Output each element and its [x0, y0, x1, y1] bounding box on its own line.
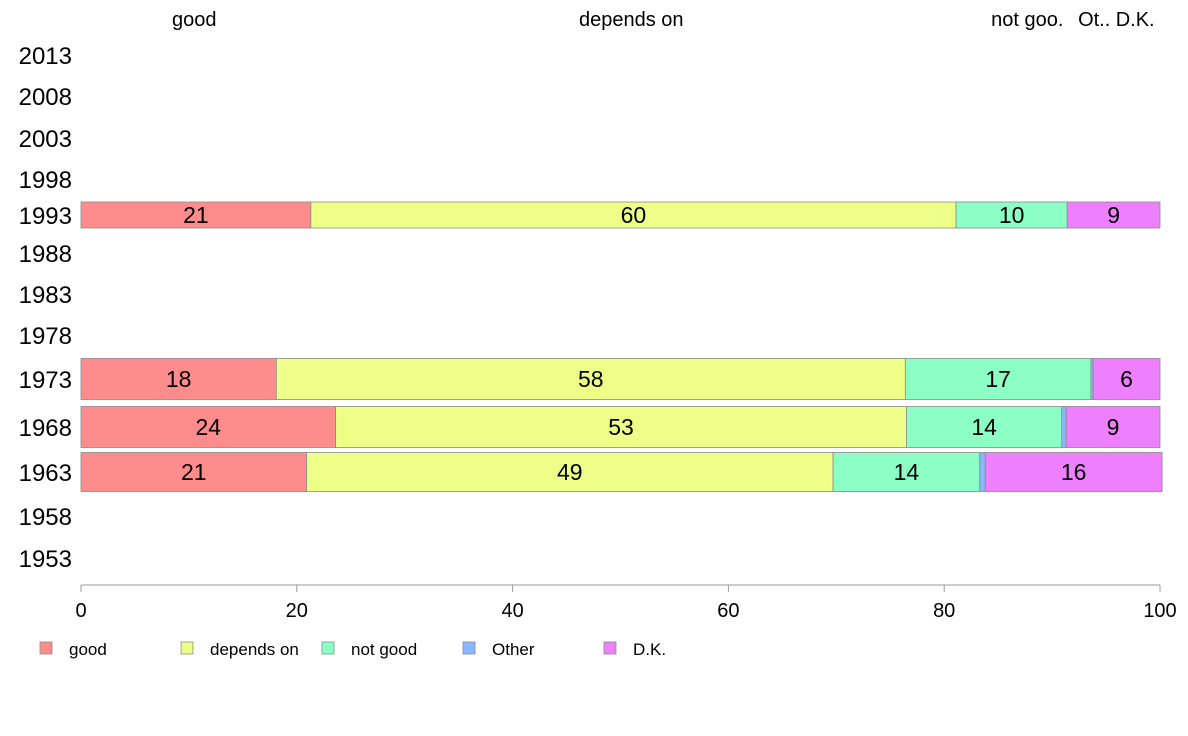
- top-label: Ot..: [1078, 9, 1110, 31]
- legend-swatch: [603, 641, 617, 655]
- top-label: D.K.: [1116, 9, 1155, 31]
- legend-label: not good: [351, 640, 417, 659]
- bar-segment: [275, 358, 906, 400]
- top-labels: good depends on not goo. Ot.. D.K.: [172, 9, 1155, 31]
- bar-segment: [306, 452, 834, 492]
- data-label: 14: [894, 459, 920, 485]
- legend-swatch: [180, 641, 194, 655]
- y-tick-label: 1973: [19, 367, 72, 394]
- data-label: 6: [1120, 366, 1133, 392]
- x-tick-label: 80: [933, 600, 955, 622]
- data-label: 9: [1107, 202, 1120, 228]
- y-tick-label: 1988: [19, 241, 72, 268]
- bars: 21 60 10 9 18 58 17 6 24 53 14 9 21 49 14 16: [80, 201, 1163, 492]
- bar-segment: [335, 406, 907, 448]
- bar-segment: [906, 406, 1063, 448]
- bar-segment: [1061, 406, 1067, 448]
- y-tick-label: 2003: [19, 126, 72, 153]
- bar-segment: [80, 452, 307, 492]
- data-label: 21: [181, 459, 207, 485]
- y-tick-labels: 2013 2008 2003 1998 1993 1988 1983 1978 1973 1968…: [19, 43, 72, 573]
- data-label: 21: [183, 202, 209, 228]
- bar-segment: [1066, 201, 1161, 229]
- y-tick-label: 1983: [19, 282, 72, 309]
- bar-segment: [979, 452, 986, 492]
- top-label: depends on: [579, 9, 684, 31]
- x-tick-label: 20: [286, 600, 308, 622]
- x-axis: 0 20 40 60 80 100: [75, 584, 1177, 622]
- data-label: 53: [608, 414, 634, 440]
- data-label: 18: [166, 366, 192, 392]
- y-tick-label: 1958: [19, 504, 72, 531]
- bar-segment: [984, 452, 1163, 492]
- x-tick-label: 40: [501, 600, 523, 622]
- bar-segment: [832, 452, 981, 492]
- y-tick-label: 2013: [19, 43, 72, 70]
- data-label: 24: [196, 414, 222, 440]
- bar-segment: [955, 201, 1068, 229]
- legend-label: depends on: [210, 640, 299, 659]
- legend-label: good: [69, 640, 107, 659]
- x-tick-label: 0: [75, 600, 86, 622]
- top-label: good: [172, 9, 217, 31]
- y-tick-label: 1998: [19, 167, 72, 194]
- data-label: 58: [578, 366, 604, 392]
- data-label: 49: [557, 459, 583, 485]
- bar-segment: [80, 406, 337, 448]
- bar-segment: [310, 201, 957, 229]
- legend-swatch: [321, 641, 335, 655]
- legend-swatch: [39, 641, 53, 655]
- y-tick-label: 1968: [19, 415, 72, 442]
- x-tick-label: 60: [717, 600, 739, 622]
- data-label: 17: [985, 366, 1011, 392]
- y-tick-label: 1963: [19, 460, 72, 487]
- legend-label: Other: [492, 640, 535, 659]
- bar-segment: [1092, 358, 1161, 400]
- data-label: 14: [971, 414, 997, 440]
- y-tick-label: 2008: [19, 84, 72, 111]
- data-label: 16: [1061, 459, 1087, 485]
- data-label: 60: [621, 202, 647, 228]
- y-tick-label: 1978: [19, 323, 72, 350]
- legend: good depends on not good Other D.K.: [39, 640, 666, 659]
- y-tick-label: 1953: [19, 546, 72, 573]
- bar-segment: [80, 358, 277, 400]
- data-label: 9: [1107, 414, 1120, 440]
- bar-segment: [904, 358, 1092, 400]
- x-tick-label: 100: [1143, 600, 1176, 622]
- bar-segment: [80, 201, 312, 229]
- bar-segment: [1065, 406, 1161, 448]
- data-label: 10: [999, 202, 1025, 228]
- legend-label: D.K.: [633, 640, 666, 659]
- legend-swatch: [462, 641, 476, 655]
- top-label: not goo.: [991, 9, 1063, 31]
- y-tick-label: 1993: [19, 203, 72, 230]
